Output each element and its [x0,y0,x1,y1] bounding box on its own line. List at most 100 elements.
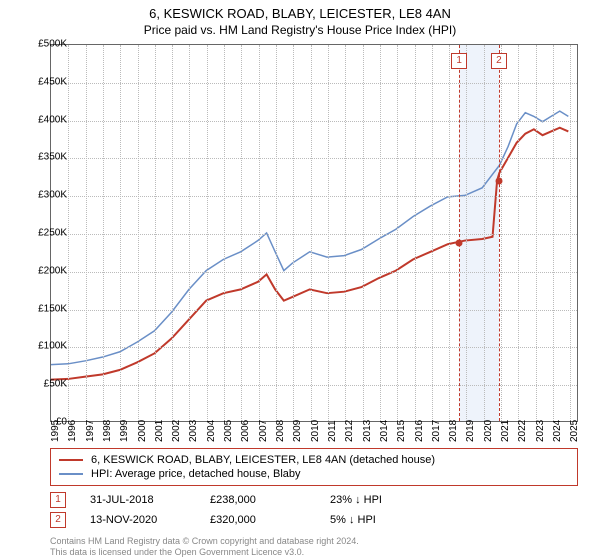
gridline-v [484,45,485,421]
x-axis-label: 2013 [362,420,373,442]
gridline-v [380,45,381,421]
x-axis-label: 2001 [154,420,165,442]
gridline-v [103,45,104,421]
footer-text: Contains HM Land Registry data © Crown c… [50,536,359,558]
x-axis-label: 2017 [431,420,442,442]
x-axis-label: 1998 [102,420,113,442]
sale-date: 31-JUL-2018 [90,494,210,506]
x-axis-label: 2011 [327,420,338,442]
legend-item: 6, KESWICK ROAD, BLABY, LEICESTER, LE8 4… [59,453,569,467]
sale-price: £320,000 [210,514,330,526]
x-axis-label: 2012 [344,420,355,442]
chart-container: 6, KESWICK ROAD, BLABY, LEICESTER, LE8 4… [0,0,600,560]
x-axis-label: 2023 [535,420,546,442]
sale-dot [495,178,502,185]
x-axis-label: 2020 [483,420,494,442]
x-axis-label: 2018 [448,420,459,442]
gridline-v [155,45,156,421]
x-axis-label: 2015 [396,420,407,442]
y-axis-label: £250K [17,228,67,239]
footer-line-1: Contains HM Land Registry data © Crown c… [50,536,359,547]
y-axis-label: £100K [17,341,67,352]
gridline-v [189,45,190,421]
legend-label: 6, KESWICK ROAD, BLABY, LEICESTER, LE8 4… [91,454,435,466]
gridline-v [345,45,346,421]
sale-row: 2 13-NOV-2020£320,0005% ↓ HPI [50,512,578,528]
gridline-v [328,45,329,421]
sale-row: 1 31-JUL-2018£238,00023% ↓ HPI [50,492,578,508]
x-axis-label: 2010 [310,420,321,442]
gridline-v [311,45,312,421]
event-line [459,45,460,421]
gridline-v [207,45,208,421]
gridline-v [553,45,554,421]
gridline-v [138,45,139,421]
sale-date: 13-NOV-2020 [90,514,210,526]
y-axis-label: £450K [17,76,67,87]
x-axis-label: 2009 [292,420,303,442]
sale-price: £238,000 [210,494,330,506]
footer-line-2: This data is licensed under the Open Gov… [50,547,359,558]
x-axis-label: 2024 [552,420,563,442]
y-axis-label: £500K [17,39,67,50]
x-axis-label: 1995 [50,420,61,442]
x-axis-label: 2019 [465,420,476,442]
gridline-v [259,45,260,421]
gridline-v [397,45,398,421]
gridline-v [363,45,364,421]
gridline-v [432,45,433,421]
x-axis-label: 2022 [517,420,528,442]
series-property [51,128,568,380]
event-marker: 2 [491,53,507,69]
gridline-v [86,45,87,421]
x-axis-label: 2006 [240,420,251,442]
y-axis-label: £200K [17,265,67,276]
x-axis-label: 2016 [414,420,425,442]
x-axis-label: 1999 [119,420,130,442]
legend-item: HPI: Average price, detached house, Blab… [59,467,569,481]
gridline-v [241,45,242,421]
chart-title: 6, KESWICK ROAD, BLABY, LEICESTER, LE8 4… [0,0,600,21]
sale-marker: 2 [50,512,66,528]
legend-box: 6, KESWICK ROAD, BLABY, LEICESTER, LE8 4… [50,448,578,486]
gridline-v [415,45,416,421]
gridline-v [276,45,277,421]
gridline-v [68,45,69,421]
legend-swatch [59,473,83,475]
y-axis-label: £400K [17,114,67,125]
plot-area: 12 [50,44,578,422]
event-line [499,45,500,421]
gridline-v [293,45,294,421]
gridline-v [570,45,571,421]
chart-subtitle: Price paid vs. HM Land Registry's House … [0,21,600,37]
x-axis-label: 1997 [85,420,96,442]
x-axis-label: 2003 [188,420,199,442]
sale-marker: 1 [50,492,66,508]
gridline-v [120,45,121,421]
x-axis-label: 2002 [171,420,182,442]
y-axis-label: £350K [17,152,67,163]
gridline-v [466,45,467,421]
x-axis-label: 2014 [379,420,390,442]
x-axis-label: 2021 [500,420,511,442]
y-axis-label: £50K [17,379,67,390]
gridline-v [172,45,173,421]
gridline-v [518,45,519,421]
gridline-v [449,45,450,421]
y-axis-label: £150K [17,303,67,314]
gridline-v [536,45,537,421]
gridline-v [224,45,225,421]
legend-label: HPI: Average price, detached house, Blab… [91,468,301,480]
legend-swatch [59,459,83,461]
sale-delta: 23% ↓ HPI [330,494,450,506]
gridline-v [501,45,502,421]
x-axis-label: 1996 [67,420,78,442]
event-marker: 1 [451,53,467,69]
x-axis-label: 2005 [223,420,234,442]
x-axis-label: 2025 [569,420,580,442]
sale-delta: 5% ↓ HPI [330,514,450,526]
x-axis-label: 2004 [206,420,217,442]
x-axis-label: 2000 [137,420,148,442]
y-axis-label: £300K [17,190,67,201]
sale-dot [456,240,463,247]
